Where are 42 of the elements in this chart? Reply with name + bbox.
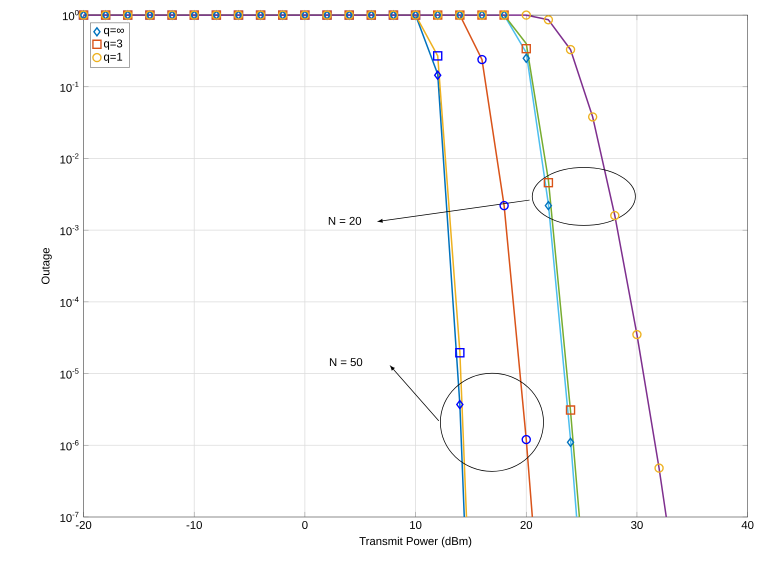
x-axis-title: Transmit Power (dBm) xyxy=(359,536,472,548)
point xyxy=(566,45,576,54)
x-tick-label: -10 xyxy=(186,521,202,530)
y-tick-label: 10$^{-3}$ xyxy=(60,225,79,236)
y-tick-label: 10$^{0}$ xyxy=(62,10,79,20)
y-tick-label: 10$^{-6}$ xyxy=(60,440,79,450)
point xyxy=(477,54,487,64)
point xyxy=(455,348,465,358)
legend-label: q=3 xyxy=(104,40,122,50)
x-tick-label: 10 xyxy=(410,521,422,530)
point xyxy=(522,10,531,20)
legend-label: q=1 xyxy=(104,52,122,64)
y-axis-title: Outage xyxy=(42,248,52,284)
x-tick-label: 30 xyxy=(631,521,643,530)
point xyxy=(522,44,531,54)
point xyxy=(432,51,442,61)
y-tick-label: 10$^{-4}$ xyxy=(60,296,79,308)
point xyxy=(610,210,620,220)
point xyxy=(544,178,554,188)
x-tick-label: 40 xyxy=(742,521,754,530)
point xyxy=(522,54,530,64)
point xyxy=(544,15,554,25)
point xyxy=(566,405,576,415)
x-tick-label: -20 xyxy=(76,521,92,530)
point xyxy=(544,201,552,210)
point xyxy=(566,438,574,448)
annotation: N = 50 xyxy=(330,358,362,366)
point xyxy=(522,434,531,444)
y-tick-label: 10$^{-5}$ xyxy=(60,368,79,379)
point xyxy=(632,330,642,340)
x-tick-label: 0 xyxy=(302,521,308,530)
point xyxy=(434,70,442,80)
point xyxy=(654,464,664,473)
x-tick-label: 20 xyxy=(520,521,532,530)
y-tick-label: 10$^{-7}$ xyxy=(60,512,78,522)
y-tick-label: 10$^{-1}$ xyxy=(60,82,78,92)
y-tick-label: 10$^{-2}$ xyxy=(60,154,78,164)
point xyxy=(456,400,464,410)
legend-label: q=∞ xyxy=(104,28,124,36)
point xyxy=(499,201,509,210)
annotation: N = 20 xyxy=(328,216,362,226)
point xyxy=(588,112,598,122)
